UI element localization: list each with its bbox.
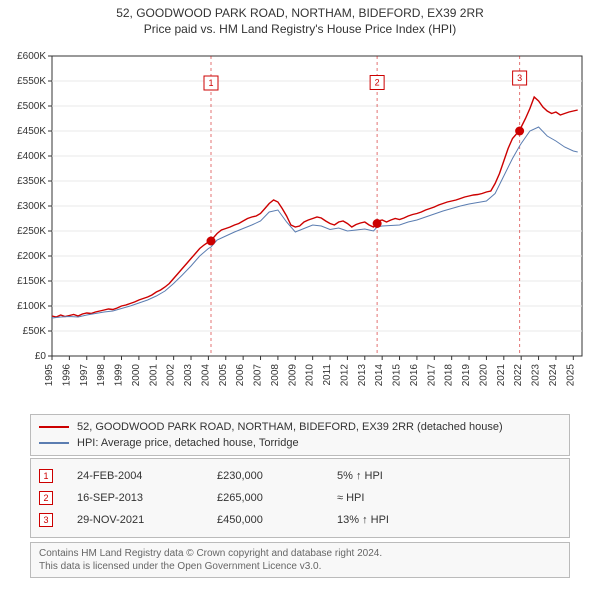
svg-text:1995: 1995 [44, 364, 55, 387]
svg-text:1998: 1998 [96, 364, 107, 387]
svg-text:2015: 2015 [392, 364, 403, 387]
svg-text:£150K: £150K [17, 276, 46, 287]
svg-text:2014: 2014 [374, 364, 385, 387]
sale-marker: 1 [39, 469, 53, 483]
sale-date: 29-NOV-2021 [77, 514, 217, 526]
svg-text:£50K: £50K [23, 326, 47, 337]
svg-text:2006: 2006 [235, 364, 246, 387]
svg-text:£0: £0 [35, 351, 47, 362]
title-address: 52, GOODWOOD PARK ROAD, NORTHAM, BIDEFOR… [0, 6, 600, 20]
svg-text:£550K: £550K [17, 76, 46, 87]
sale-marker: 3 [39, 513, 53, 527]
svg-text:2011: 2011 [322, 364, 333, 386]
svg-text:1999: 1999 [114, 364, 125, 387]
svg-text:2000: 2000 [131, 364, 142, 387]
svg-text:2003: 2003 [183, 364, 194, 387]
svg-text:2004: 2004 [200, 364, 211, 387]
sale-row: 3 29-NOV-2021£450,00013% ↑ HPI [39, 509, 561, 531]
legend-label: 52, GOODWOOD PARK ROAD, NORTHAM, BIDEFOR… [77, 421, 503, 433]
sale-date: 16-SEP-2013 [77, 492, 217, 504]
footer-attribution: Contains HM Land Registry data © Crown c… [30, 542, 570, 578]
svg-text:2005: 2005 [218, 364, 229, 387]
svg-text:2002: 2002 [166, 364, 177, 387]
svg-text:3: 3 [517, 73, 522, 83]
svg-text:2024: 2024 [548, 364, 559, 387]
sale-row: 1 24-FEB-2004£230,0005% ↑ HPI [39, 465, 561, 487]
sale-hpi-relation: 5% ↑ HPI [337, 470, 457, 482]
svg-text:2010: 2010 [305, 364, 316, 387]
svg-text:2008: 2008 [270, 364, 281, 387]
svg-text:£450K: £450K [17, 126, 46, 137]
svg-text:2009: 2009 [287, 364, 298, 387]
sale-row: 2 16-SEP-2013£265,000≈ HPI [39, 487, 561, 509]
legend-label: HPI: Average price, detached house, Torr… [77, 437, 299, 449]
chart-svg: £0 £50K £100K £150K £200K £250K £300K £350K £400… [0, 46, 600, 406]
svg-text:1996: 1996 [61, 364, 72, 387]
svg-text:1: 1 [208, 78, 213, 88]
legend-swatch [39, 442, 69, 444]
svg-text:£400K: £400K [17, 151, 46, 162]
sale-date: 24-FEB-2004 [77, 470, 217, 482]
legend-swatch [39, 426, 69, 428]
sale-price: £265,000 [217, 492, 337, 504]
sale-marker: 2 [39, 491, 53, 505]
legend-item: 52, GOODWOOD PARK ROAD, NORTHAM, BIDEFOR… [39, 419, 561, 435]
svg-text:2: 2 [375, 77, 380, 87]
svg-text:2019: 2019 [461, 364, 472, 387]
svg-text:2001: 2001 [148, 364, 159, 387]
sale-price: £230,000 [217, 470, 337, 482]
report-container: 52, GOODWOOD PARK ROAD, NORTHAM, BIDEFOR… [0, 6, 600, 596]
svg-text:2007: 2007 [253, 364, 264, 387]
sales-table: 1 24-FEB-2004£230,0005% ↑ HPI 2 16-SEP-2013… [30, 458, 570, 538]
svg-text:£500K: £500K [17, 101, 46, 112]
footer-line: Contains HM Land Registry data © Crown c… [39, 547, 561, 560]
chart: £0 £50K £100K £150K £200K £250K £300K £350K £400… [0, 46, 600, 406]
svg-text:2020: 2020 [478, 364, 489, 387]
svg-text:£300K: £300K [17, 201, 46, 212]
legend: 52, GOODWOOD PARK ROAD, NORTHAM, BIDEFOR… [30, 414, 570, 456]
footer-line: This data is licensed under the Open Gov… [39, 560, 561, 573]
svg-text:2012: 2012 [339, 364, 350, 387]
svg-text:£600K: £600K [17, 51, 46, 62]
svg-text:£250K: £250K [17, 226, 46, 237]
svg-text:2013: 2013 [357, 364, 368, 387]
sale-hpi-relation: 13% ↑ HPI [337, 514, 457, 526]
svg-text:£200K: £200K [17, 251, 46, 262]
svg-text:2023: 2023 [531, 364, 542, 387]
svg-text:2018: 2018 [444, 364, 455, 387]
svg-text:£350K: £350K [17, 176, 46, 187]
title-subtitle: Price paid vs. HM Land Registry's House … [0, 22, 600, 36]
sale-hpi-relation: ≈ HPI [337, 492, 457, 504]
svg-text:2022: 2022 [513, 364, 524, 387]
legend-item: HPI: Average price, detached house, Torr… [39, 435, 561, 451]
svg-text:2016: 2016 [409, 364, 420, 387]
svg-text:1997: 1997 [79, 364, 90, 387]
svg-text:2021: 2021 [496, 364, 507, 387]
svg-text:£100K: £100K [17, 301, 46, 312]
svg-text:2025: 2025 [565, 364, 576, 387]
sale-price: £450,000 [217, 514, 337, 526]
svg-text:2017: 2017 [426, 364, 437, 387]
